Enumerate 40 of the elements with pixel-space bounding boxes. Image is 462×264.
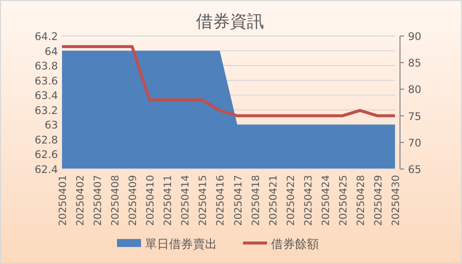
x-tick-label: 20250430 — [391, 175, 402, 226]
x-tick-label: 20250402 — [76, 175, 87, 226]
x-tick-label: 20250423 — [303, 175, 314, 226]
y2-tick-label: 80 — [408, 84, 422, 96]
y-tick-label: 63 — [44, 120, 58, 132]
y2-tick-label: 85 — [408, 58, 422, 70]
x-tick-label: 20250411 — [163, 175, 174, 226]
y2-tick-label: 90 — [408, 31, 422, 43]
y-tick-label: 63.4 — [34, 90, 58, 102]
legend-label: 單日借券賣出 — [145, 237, 217, 251]
x-tick-label: 20250417 — [233, 175, 244, 226]
y2-tick-label: 65 — [408, 164, 422, 176]
x-tick-label: 20250425 — [338, 175, 350, 226]
x-tick-label: 20250421 — [268, 175, 280, 226]
y-tick-label: 64 — [44, 46, 58, 58]
y2-tick-label: 75 — [408, 110, 422, 123]
x-tick-label: 20250429 — [373, 175, 384, 226]
x-tick-label: 20250424 — [320, 175, 332, 226]
y-tick-label: 62.4 — [34, 164, 58, 176]
y-tick-label: 63.6 — [34, 75, 58, 88]
x-tick-label: 20250422 — [286, 175, 297, 226]
x-tick-label: 20250415 — [198, 175, 210, 226]
y-tick-label: 62.6 — [34, 149, 58, 162]
y-tick-label: 63.2 — [34, 104, 58, 117]
y-tick-label: 62.8 — [34, 134, 58, 146]
legend-label: 借券餘額 — [271, 237, 319, 251]
x-tick-label: 20250410 — [146, 175, 157, 226]
x-tick-label: 20250408 — [110, 175, 122, 226]
x-tick-label: 20250407 — [93, 175, 104, 226]
x-tick-label: 20250428 — [356, 175, 367, 226]
x-tick-label: 20250416 — [216, 175, 227, 226]
y2-tick-label: 70 — [408, 137, 422, 150]
x-tick-label: 20250401 — [58, 175, 69, 226]
line-series — [60, 45, 396, 118]
y-tick-label: 63.8 — [34, 60, 58, 73]
x-tick-label: 20250409 — [128, 175, 140, 226]
chart-title: 借券資訊 — [196, 12, 264, 32]
x-tick-label: 20250418 — [250, 175, 262, 226]
y-tick-label: 64.2 — [34, 31, 58, 43]
x-tick-label: 20250414 — [180, 175, 192, 226]
